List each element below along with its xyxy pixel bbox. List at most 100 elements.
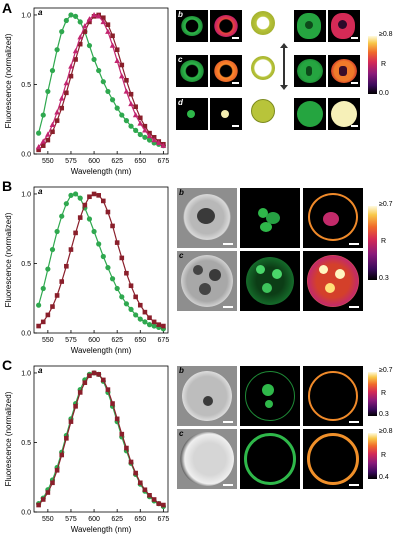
data-point	[36, 502, 41, 508]
y-axis-label: Fluorescence (normalized)	[4, 33, 13, 128]
data-point	[68, 419, 74, 424]
data-point	[54, 293, 60, 298]
micrograph-C-b-ratio	[303, 366, 363, 426]
y-tick-label: 0.5	[21, 440, 31, 447]
data-point	[45, 490, 51, 495]
x-axis-label: Wavelength (nm)	[71, 346, 132, 355]
data-point	[91, 370, 97, 376]
x-tick-label: 625	[111, 158, 123, 165]
data-point	[86, 16, 93, 22]
y-tick-label: 0.0	[21, 510, 31, 517]
plot-frame	[33, 186, 169, 334]
data-point	[64, 90, 69, 96]
data-point	[119, 255, 125, 261]
data-point	[36, 130, 42, 136]
data-point	[36, 147, 41, 153]
spectrum-chart-C: 550 575 600 625 650 675 0.0 0.5 1.0 Wavelength (n…	[4, 365, 169, 534]
data-point	[73, 57, 78, 62]
micrograph-A-c-green	[176, 55, 208, 87]
colorbar-C-b	[368, 372, 377, 416]
x-tick-label: 575	[65, 337, 77, 344]
double-arrow-icon	[283, 46, 285, 86]
micrograph-B-c-green	[240, 251, 300, 311]
data-point	[137, 302, 143, 308]
data-point	[82, 23, 88, 29]
data-point	[82, 202, 88, 208]
micro-sublabel-C-b: b	[179, 366, 184, 375]
data-point	[142, 134, 148, 140]
data-point	[110, 33, 115, 39]
data-point	[54, 467, 60, 473]
data-point	[109, 97, 116, 103]
colorbar-B-min: 0.3	[379, 275, 389, 282]
series-line-0	[38, 193, 164, 330]
data-point	[142, 487, 148, 493]
data-point	[146, 137, 153, 143]
data-point	[105, 265, 111, 271]
data-point	[137, 120, 144, 126]
data-point	[50, 304, 55, 309]
arrow-head-up-icon	[280, 43, 288, 48]
panel-letter-C: C	[2, 357, 13, 373]
chart-sublabel-B: a	[38, 187, 43, 196]
data-point	[128, 100, 134, 107]
colorbar-C-c-min: 0.4	[379, 474, 389, 481]
data-point	[105, 88, 111, 95]
data-point	[40, 138, 47, 144]
data-point	[133, 312, 139, 318]
data-point	[68, 247, 74, 252]
y-tick-label: 0.5	[21, 261, 31, 268]
data-point	[40, 497, 46, 502]
data-point	[123, 88, 130, 94]
data-point	[128, 123, 134, 129]
data-point	[96, 193, 101, 198]
x-tick-label: 650	[134, 516, 146, 523]
data-point	[119, 62, 125, 68]
micro-sublabel-A-b: b	[178, 10, 183, 19]
data-point	[109, 42, 116, 48]
micro-sublabel-A-c: c	[178, 55, 183, 64]
data-point	[59, 213, 65, 219]
colorbar-A-label: R	[381, 61, 387, 68]
data-point	[151, 497, 157, 502]
micrograph-B-c-ratio	[303, 251, 363, 311]
colorbar-C-c-label: R	[381, 452, 387, 459]
data-point	[35, 144, 42, 150]
data-point	[142, 309, 148, 315]
data-point	[114, 240, 120, 245]
data-point	[123, 118, 130, 124]
data-point	[155, 139, 162, 146]
data-point	[133, 104, 138, 110]
data-point	[82, 380, 88, 385]
plot-frame	[33, 7, 169, 155]
data-point	[105, 209, 111, 215]
data-point	[49, 121, 56, 127]
data-point	[68, 12, 74, 18]
data-point	[109, 276, 116, 282]
data-point	[96, 241, 102, 247]
data-point	[64, 263, 69, 269]
data-point	[147, 493, 152, 498]
data-point	[77, 19, 83, 25]
plot-frame	[33, 365, 169, 513]
data-point	[119, 431, 125, 437]
data-point	[151, 137, 157, 143]
y-axis-label: Fluorescence (normalized)	[4, 212, 13, 307]
data-point	[128, 283, 134, 289]
data-point	[128, 306, 134, 312]
data-point	[137, 480, 143, 486]
colorbar-C-b-max: ≥0.7	[379, 367, 393, 374]
data-point	[142, 123, 148, 129]
data-point	[40, 319, 46, 325]
data-point	[101, 15, 106, 21]
data-point	[133, 470, 138, 476]
micro-sublabel-C-c: c	[179, 429, 184, 438]
data-point	[86, 42, 93, 49]
colorbar-C-c-max: ≥0.8	[379, 428, 393, 435]
data-point	[58, 95, 65, 101]
data-point	[132, 112, 139, 118]
data-point	[59, 105, 65, 111]
data-point	[114, 105, 120, 111]
data-point	[86, 216, 93, 222]
data-point	[68, 73, 74, 79]
